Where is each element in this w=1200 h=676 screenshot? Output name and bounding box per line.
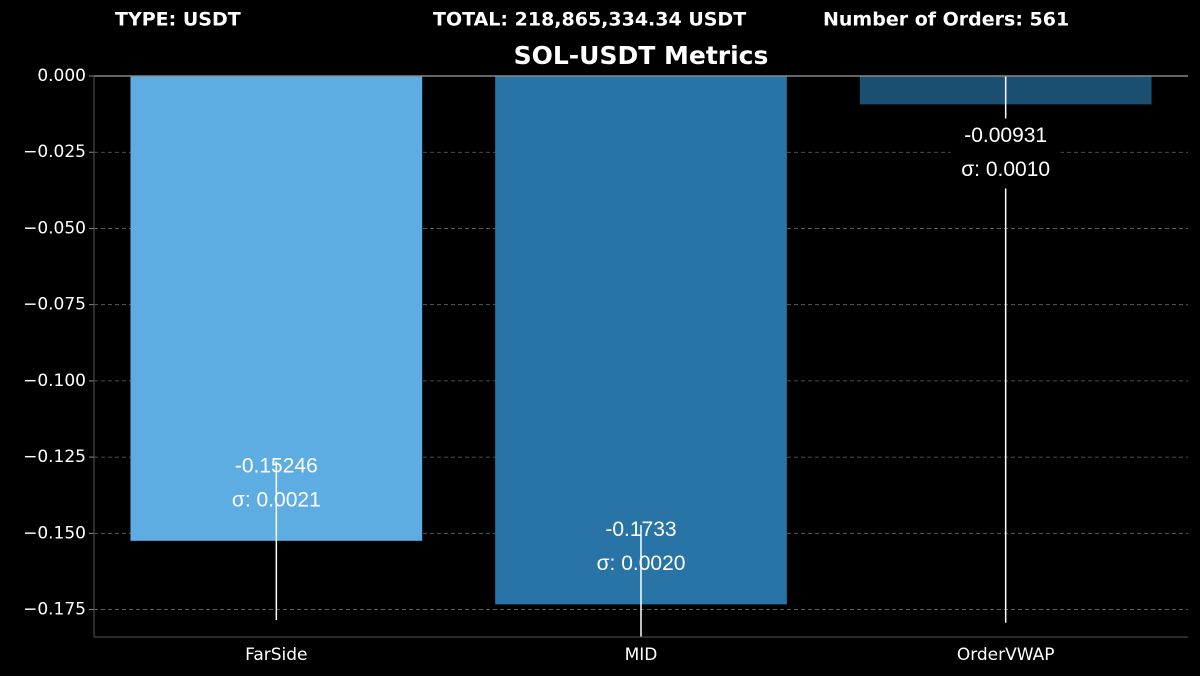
value-label: -0.00931 <box>964 124 1047 147</box>
y-tick-label: −0.025 <box>23 142 86 162</box>
value-label: -0.15246 <box>235 454 318 477</box>
sigma-label: σ: 0.0010 <box>961 158 1050 181</box>
y-tick-label: −0.150 <box>23 523 86 543</box>
sigma-label: σ: 0.0020 <box>597 552 686 575</box>
y-tick-label: −0.125 <box>23 447 86 467</box>
label-background <box>950 118 1061 189</box>
y-tick-label: −0.075 <box>23 295 86 315</box>
x-tick-label: MID <box>625 645 658 665</box>
chart-title: SOL-USDT Metrics <box>514 41 769 70</box>
x-tick-label: OrderVWAP <box>957 645 1055 665</box>
bar <box>495 76 787 605</box>
header-orders: Number of Orders: 561 <box>823 9 1069 31</box>
y-tick-label: 0.000 <box>37 66 86 86</box>
value-label: -0.1733 <box>605 518 676 541</box>
sigma-label: σ: 0.0021 <box>232 488 321 511</box>
x-tick-label: FarSide <box>245 645 307 665</box>
y-tick-label: −0.100 <box>23 371 86 391</box>
header-total: TOTAL: 218,865,334.34 USDT <box>433 9 746 31</box>
y-tick-label: −0.175 <box>23 600 86 620</box>
plot-area <box>130 76 1152 637</box>
y-tick-label: −0.050 <box>23 218 86 238</box>
header-type: TYPE: USDT <box>115 9 241 31</box>
